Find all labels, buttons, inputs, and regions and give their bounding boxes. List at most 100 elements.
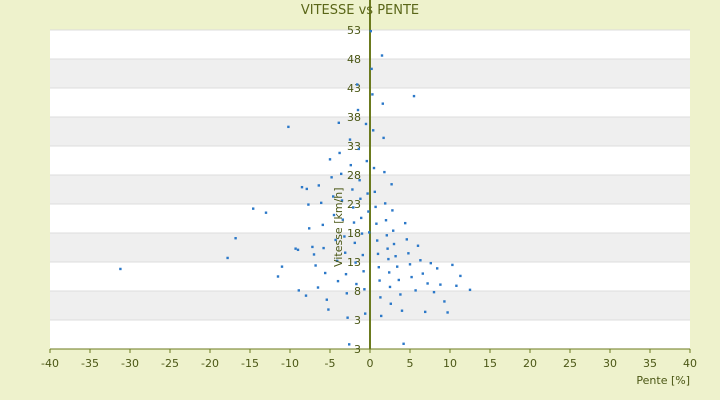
- data-point: [397, 278, 400, 282]
- data-point: [374, 205, 377, 209]
- data-point: [388, 271, 391, 274]
- x-tick-label: -30: [121, 357, 139, 370]
- y-tick-label: 43: [347, 82, 361, 95]
- data-point: [352, 221, 356, 224]
- data-point: [338, 151, 341, 155]
- data-point: [314, 264, 317, 267]
- x-tick-label: 10: [443, 357, 457, 370]
- y-tick-label: 18: [347, 227, 361, 240]
- x-tick-label: -5: [325, 357, 336, 370]
- data-point: [368, 231, 371, 234]
- data-point: [276, 275, 280, 278]
- data-point: [311, 245, 314, 249]
- data-point: [330, 176, 333, 179]
- x-tick-label: 5: [407, 357, 414, 370]
- data-point: [344, 251, 347, 254]
- y-tick-label: 23: [347, 198, 361, 211]
- data-point: [361, 253, 364, 257]
- data-point: [419, 259, 422, 262]
- data-point: [332, 213, 336, 217]
- y-tick-label: 28: [347, 169, 361, 182]
- x-tick-label: -40: [41, 357, 59, 370]
- data-point: [287, 125, 290, 129]
- data-point: [296, 248, 300, 252]
- data-point: [366, 192, 369, 195]
- data-point: [380, 54, 384, 57]
- data-point: [119, 267, 122, 271]
- data-point: [443, 300, 446, 303]
- data-point: [336, 279, 340, 283]
- data-point: [381, 102, 384, 105]
- data-point: [386, 247, 389, 250]
- data-point: [385, 234, 388, 237]
- data-point: [345, 292, 348, 295]
- data-point: [308, 227, 311, 230]
- data-point: [376, 239, 379, 242]
- x-axis-title: Pente [%]: [636, 374, 690, 387]
- chart-title: VITESSE vs PENTE: [301, 3, 419, 18]
- data-point: [355, 282, 358, 286]
- data-point: [380, 314, 383, 318]
- x-tick-label: -20: [201, 357, 219, 370]
- data-points: [119, 29, 472, 346]
- data-point: [394, 255, 397, 258]
- data-point: [390, 183, 393, 186]
- data-point: [436, 267, 439, 270]
- data-point: [332, 195, 335, 198]
- data-point: [373, 190, 376, 194]
- data-point: [429, 261, 432, 265]
- data-point: [362, 270, 365, 273]
- x-tick-label: 30: [603, 357, 617, 370]
- data-point: [388, 285, 392, 289]
- data-point: [344, 272, 348, 276]
- data-point: [359, 197, 362, 200]
- data-point: [252, 207, 255, 210]
- data-point: [387, 257, 390, 261]
- data-point: [297, 289, 300, 292]
- data-point: [404, 221, 407, 225]
- data-point: [325, 298, 328, 301]
- y-tick-label: 3: [354, 314, 361, 327]
- data-point: [360, 216, 363, 220]
- x-tick-label: -35: [81, 357, 99, 370]
- data-point: [372, 129, 375, 132]
- x-tick-label: -15: [241, 357, 259, 370]
- y-tick-label: 8: [354, 285, 361, 298]
- data-point: [392, 242, 396, 246]
- x-tick-label: 35: [643, 357, 657, 370]
- data-point: [316, 286, 320, 289]
- y-axis-title: Vitesse [km/h]: [332, 187, 345, 267]
- data-point: [424, 310, 427, 314]
- data-point: [336, 259, 339, 263]
- x-tick-label: 15: [483, 357, 497, 370]
- data-point: [432, 290, 436, 294]
- data-point: [367, 210, 370, 213]
- data-point: [358, 179, 361, 182]
- data-point: [356, 108, 360, 112]
- data-point: [354, 261, 357, 264]
- x-tick-label: 40: [683, 357, 697, 370]
- data-point: [370, 67, 373, 71]
- data-point: [416, 244, 420, 247]
- data-point: [322, 246, 325, 250]
- data-point: [340, 199, 344, 202]
- data-point: [340, 172, 343, 176]
- data-point: [455, 284, 458, 287]
- data-point: [226, 256, 229, 260]
- data-point: [372, 166, 376, 170]
- data-point: [364, 312, 367, 315]
- data-point: [371, 93, 374, 96]
- data-point: [421, 272, 424, 275]
- data-point: [341, 218, 344, 221]
- data-point: [364, 122, 368, 126]
- data-point: [356, 83, 359, 86]
- data-point: [396, 265, 399, 268]
- data-point: [399, 293, 402, 296]
- data-point: [402, 342, 405, 345]
- data-point: [426, 282, 429, 285]
- data-point: [343, 235, 346, 238]
- data-point: [379, 296, 382, 299]
- data-point: [400, 309, 404, 312]
